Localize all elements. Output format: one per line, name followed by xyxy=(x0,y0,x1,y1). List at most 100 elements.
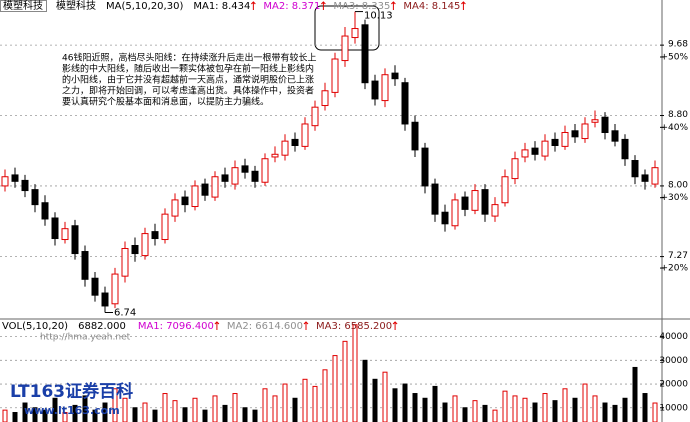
annotation-line: 影线的中大阳线，随后收出一颗实体被包孕在前一阳线上影线内 xyxy=(62,63,314,75)
candle-body xyxy=(531,147,539,155)
legend-entry: MA2: 6614.600 xyxy=(227,321,303,332)
candle-body xyxy=(261,158,269,183)
y-tick-label: 8.80 xyxy=(668,110,688,120)
candle-body xyxy=(191,185,199,208)
volume-bar xyxy=(572,397,578,422)
legend-entry: MA2: 8.371 xyxy=(263,1,320,12)
candle-body xyxy=(441,211,449,225)
y-tick-label: 8.00 xyxy=(668,180,688,190)
volume-bar xyxy=(592,395,598,422)
volume-bar xyxy=(112,388,118,422)
candle-body xyxy=(101,292,109,307)
legend-entry: MA3: 8.335 xyxy=(333,1,390,12)
volume-bar xyxy=(532,402,538,422)
candle-body xyxy=(11,174,19,182)
candle-body xyxy=(141,233,149,257)
volume-bar xyxy=(332,355,338,422)
volume-bar xyxy=(402,383,408,422)
volume-bar xyxy=(152,409,158,422)
volume-bar xyxy=(202,409,208,422)
annotation: 46钱阳近照，高档尽头阳线：在持续涨升后走出一根带有较长上影线的中大阳线，随后收… xyxy=(62,52,316,108)
candle-body xyxy=(621,138,629,160)
volume-bar xyxy=(442,402,448,422)
candle-body xyxy=(31,189,39,206)
candle-body xyxy=(371,80,379,100)
candle-body xyxy=(161,213,169,241)
candle-body xyxy=(21,179,29,192)
candle-body xyxy=(481,189,489,215)
volume-bar xyxy=(372,378,378,422)
volume-bar xyxy=(522,397,528,422)
volume-bar xyxy=(52,397,58,422)
candle-body xyxy=(491,204,499,217)
candle-body xyxy=(81,251,89,280)
stock-title: 模塑科技 xyxy=(3,0,43,12)
volume-bar xyxy=(242,407,248,422)
volume-bar xyxy=(382,371,388,422)
legend-title: VOL(5,10,20) xyxy=(2,321,68,332)
volume-bar xyxy=(502,390,508,422)
candle-body xyxy=(391,72,399,80)
candle-body xyxy=(131,245,139,255)
volume-bar xyxy=(182,407,188,422)
annotation-line: 的小阳线，由于它并没有超越前一天高点，通常说明股价已上涨 xyxy=(62,74,314,86)
up-arrow xyxy=(461,1,466,10)
volume-bar xyxy=(12,412,18,422)
volume-bar xyxy=(642,393,648,422)
up-arrow xyxy=(321,1,326,10)
volume-bar xyxy=(302,378,308,422)
legend-entry: MA1: 8.434 xyxy=(193,1,250,12)
volume-bar xyxy=(542,393,548,422)
up-arrow xyxy=(251,1,256,10)
volume-bar xyxy=(582,383,588,422)
volume-bar xyxy=(322,369,328,422)
watermark-brand: LT163证券百科 xyxy=(10,381,133,402)
volume-bar xyxy=(122,397,128,422)
candle-body xyxy=(111,273,119,305)
volume-bar xyxy=(292,397,298,422)
volume-bar xyxy=(72,404,78,422)
candle-body xyxy=(151,231,159,240)
volume-bar xyxy=(192,397,198,422)
candle-body xyxy=(561,132,569,147)
candle-body xyxy=(121,248,129,277)
candle-body xyxy=(321,90,329,107)
volume-bar xyxy=(512,395,518,422)
candle-body xyxy=(291,138,299,147)
candle-body xyxy=(631,160,639,178)
volume-bar xyxy=(2,409,8,422)
candle-body xyxy=(361,24,369,84)
volume-bar xyxy=(392,388,398,422)
candle-body xyxy=(421,147,429,187)
y-tick-label: 40000 xyxy=(659,332,688,342)
candle-body xyxy=(461,196,469,210)
volume-bar xyxy=(652,402,658,422)
volume-bar xyxy=(422,397,428,422)
candle-body xyxy=(201,183,209,196)
y2-tick-label: +50% xyxy=(660,52,688,62)
volume-bar xyxy=(552,400,558,422)
volume-bar xyxy=(602,402,608,422)
watermark-site: www.lt163.com xyxy=(24,404,120,417)
volume-bar xyxy=(232,393,238,422)
volume-bar xyxy=(262,388,268,422)
candle-body xyxy=(251,170,259,182)
title-box xyxy=(0,0,47,12)
candle-body xyxy=(431,183,439,215)
legend-entry: MA3: 6585.200 xyxy=(316,321,392,332)
volume-bar xyxy=(252,409,258,422)
candle-body xyxy=(521,149,529,158)
candle-body xyxy=(51,217,59,240)
candle-body xyxy=(471,190,479,211)
candle-body xyxy=(71,225,79,255)
candle-body xyxy=(1,176,9,187)
candle-body xyxy=(541,140,549,157)
candle-body xyxy=(331,58,339,93)
candle-body xyxy=(581,123,589,140)
volume-bar xyxy=(162,393,168,422)
annotation-line: 要认真研究个股基本面和消息面，以提防主力骗线。 xyxy=(62,96,269,108)
volume-bar xyxy=(622,397,628,422)
up-arrow xyxy=(391,1,396,10)
volume-bar xyxy=(172,400,178,422)
